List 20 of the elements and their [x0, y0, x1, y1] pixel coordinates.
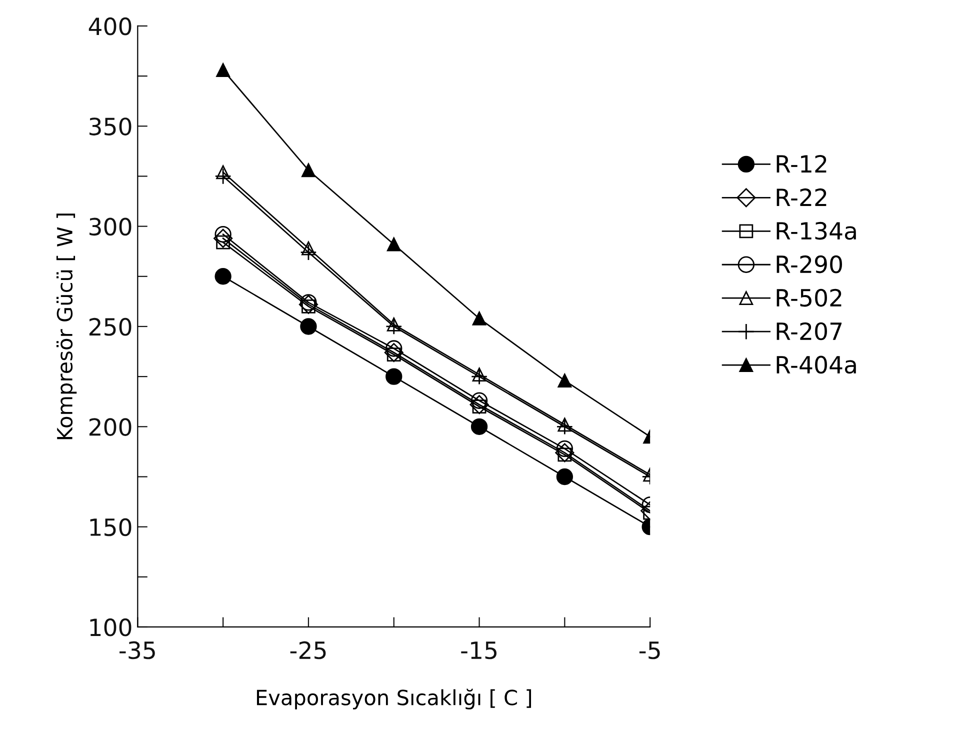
y-tick-label: 250: [89, 318, 132, 336]
x-tick-label: -25: [290, 641, 326, 660]
x-tick-label: -5: [639, 642, 660, 660]
y-tick-label: 200: [89, 418, 132, 436]
legend-label: R-22: [776, 188, 826, 206]
legend-label: R-502: [776, 288, 842, 307]
y-tick-label: 400: [88, 17, 132, 36]
x-tick-label: -35: [120, 641, 155, 660]
x-axis-title: Evaporasyon Sıcaklığı [ C ]: [256, 688, 532, 710]
y-tick-label: 150: [90, 518, 132, 536]
y-tick-label: 350: [90, 118, 132, 136]
y-tick-label: 100: [90, 618, 132, 636]
legend-label: R-134a: [776, 222, 856, 240]
x-tick-label: -15: [461, 642, 496, 660]
legend-label: R-290: [776, 255, 842, 274]
legend-label: R-12: [776, 154, 826, 172]
y-axis-title: Kompresör Gücü [ W ]: [56, 214, 77, 440]
legend-label: R-207: [776, 322, 842, 340]
legend-label: R-404a: [776, 356, 856, 374]
y-tick-label: 300: [90, 218, 132, 236]
